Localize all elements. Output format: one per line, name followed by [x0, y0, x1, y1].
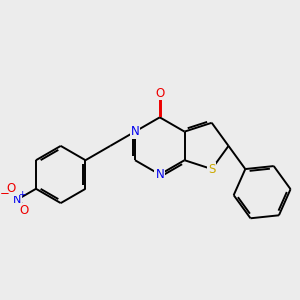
Text: N: N — [155, 168, 164, 181]
Text: O: O — [155, 86, 164, 100]
Text: S: S — [208, 163, 215, 176]
Text: +: + — [19, 190, 26, 199]
Text: O: O — [6, 182, 16, 195]
Text: N: N — [130, 125, 140, 138]
Text: O: O — [19, 204, 28, 217]
Text: N: N — [13, 194, 22, 205]
Text: −: − — [0, 187, 10, 200]
